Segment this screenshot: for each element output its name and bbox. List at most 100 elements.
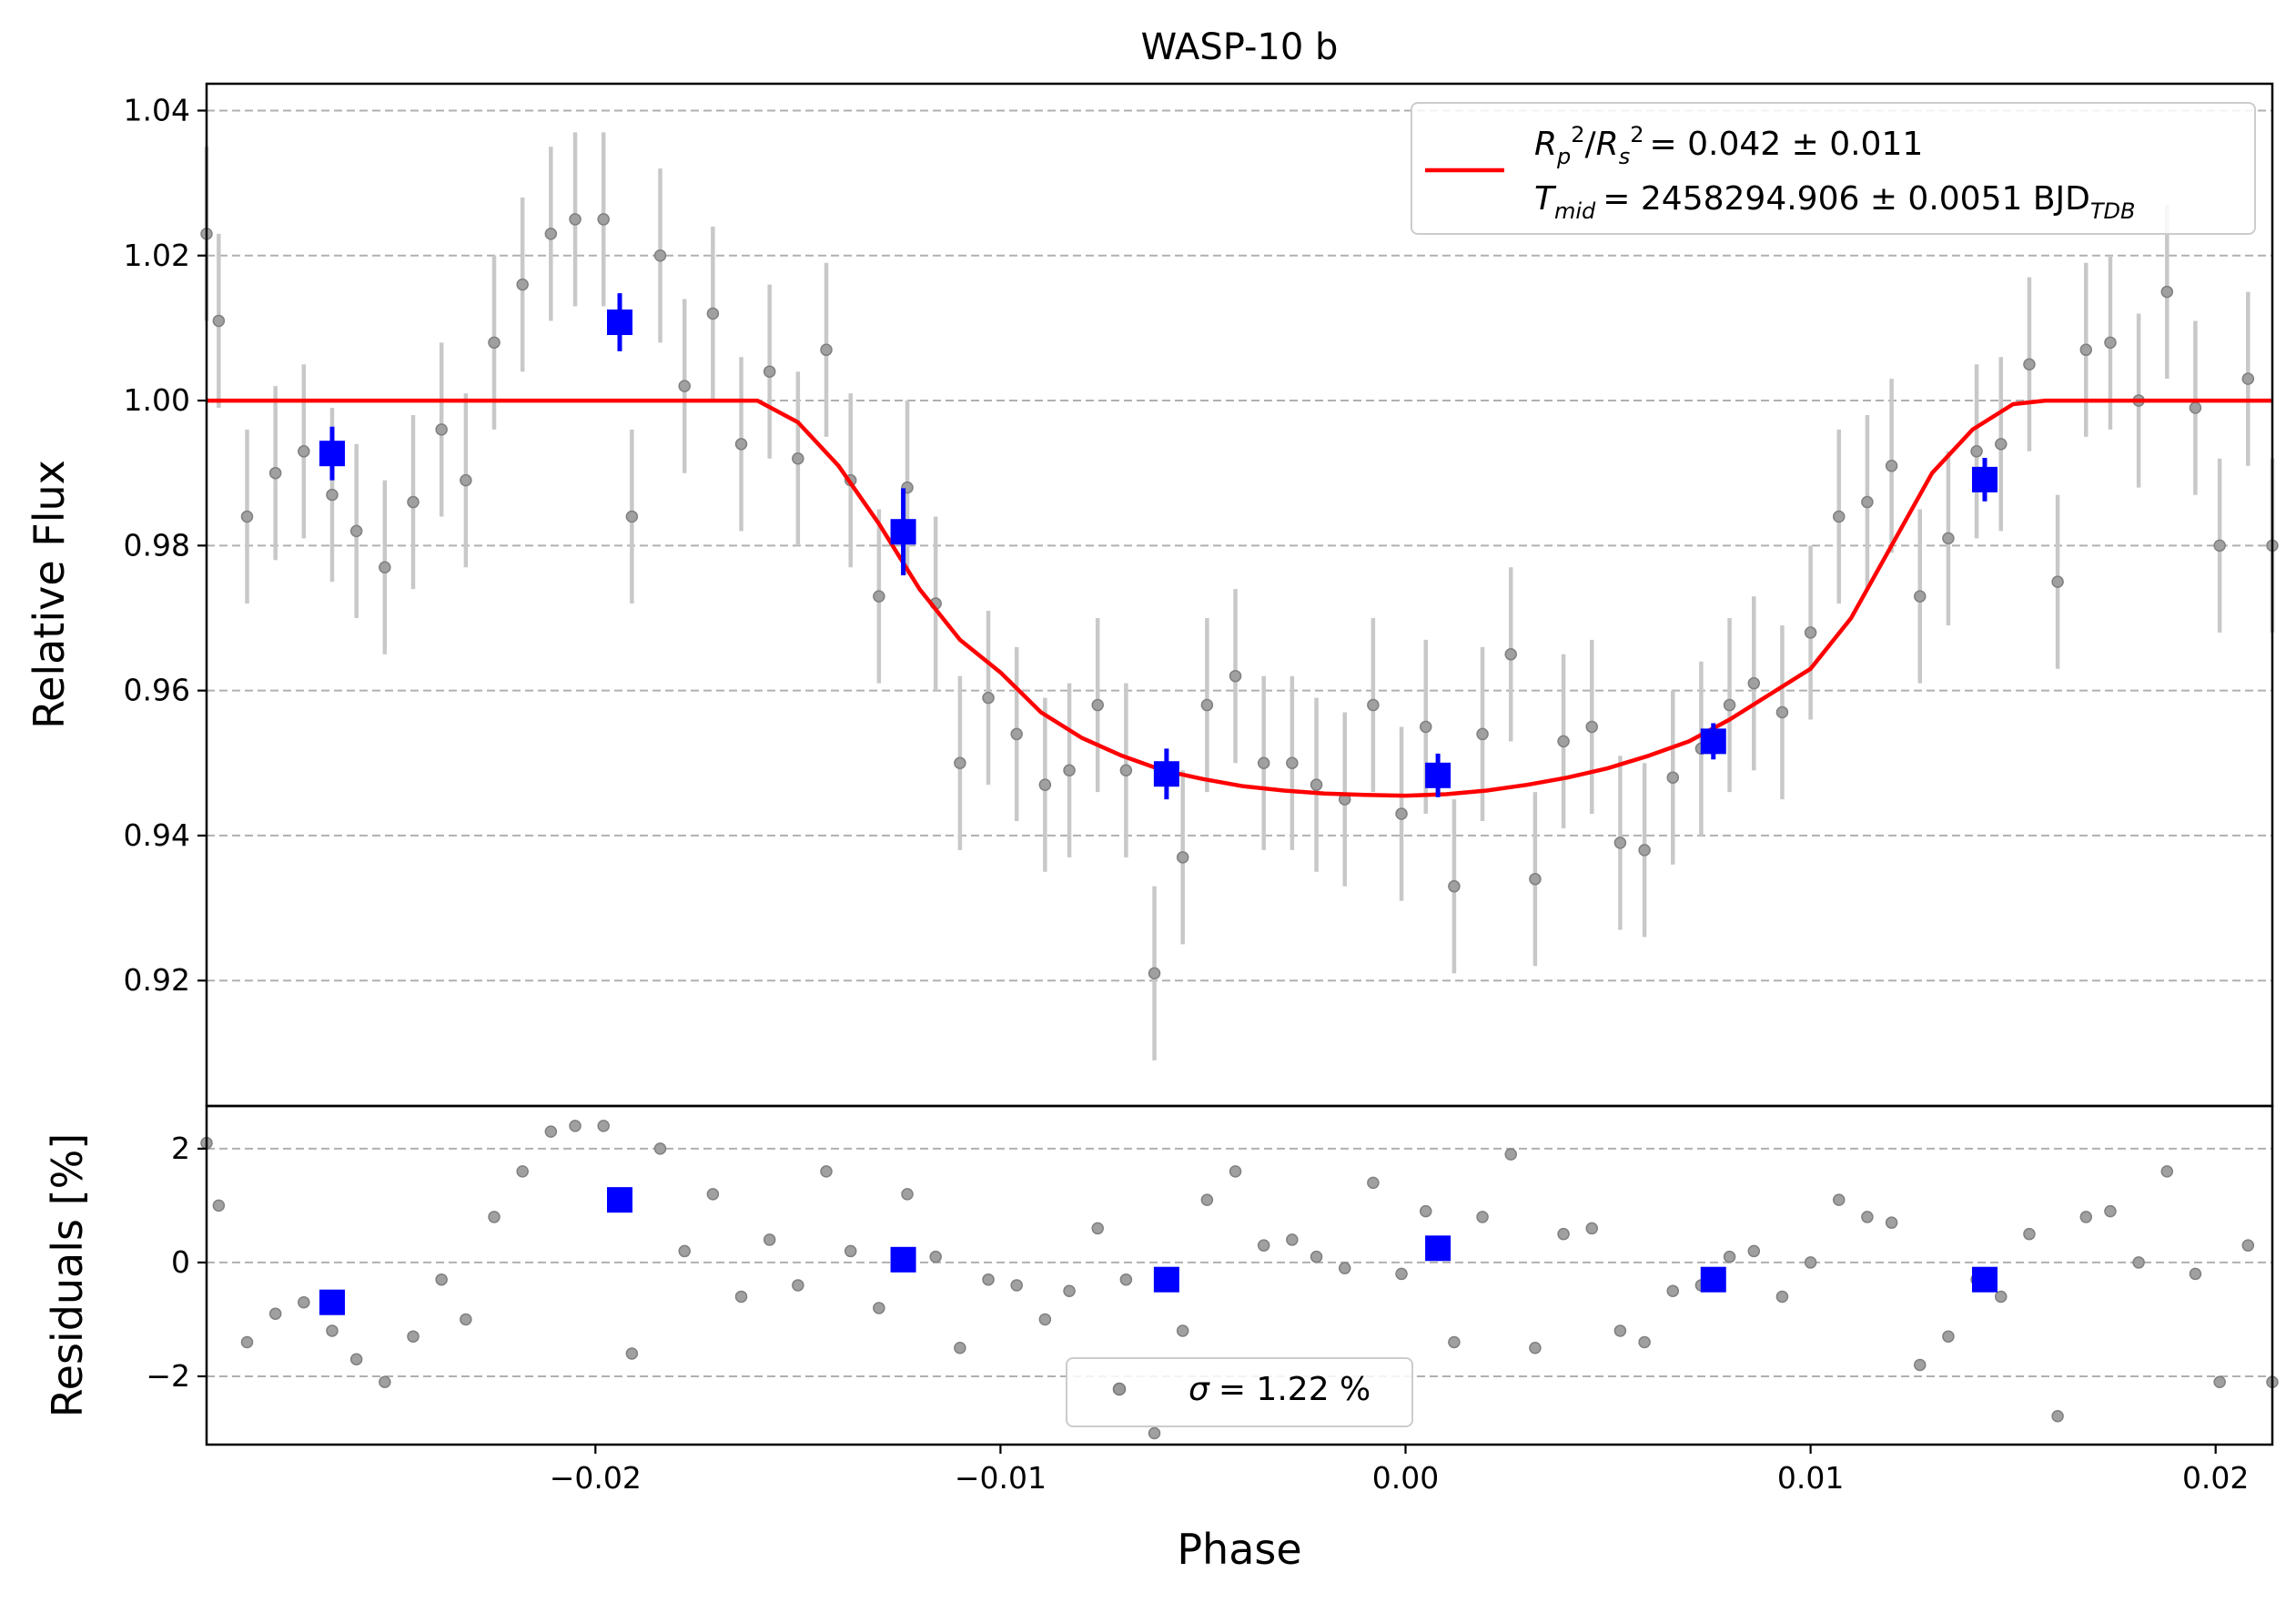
- residual-point: [1229, 1165, 1242, 1178]
- residual-point: [763, 1233, 776, 1246]
- residual-point: [1504, 1148, 1517, 1161]
- residual-point: [929, 1250, 942, 1263]
- flux-point: [1638, 844, 1651, 857]
- flux-point: [2023, 358, 2036, 370]
- flux-point: [1395, 807, 1408, 820]
- flux-point: [1747, 676, 1761, 690]
- x-tick-label: −0.01: [955, 1460, 1047, 1496]
- flux-point: [2079, 343, 2093, 357]
- residual-point: [844, 1244, 857, 1258]
- residual-points: [200, 1120, 2279, 1440]
- flux-point: [653, 249, 667, 262]
- flux-y-axis-label: Relative Flux: [25, 460, 74, 729]
- residual-point: [2079, 1211, 2093, 1223]
- residual-y-ticks: −2 0 2: [146, 1131, 207, 1394]
- flux-point: [734, 438, 748, 451]
- residual-point: [1747, 1244, 1761, 1258]
- flux-point: [1063, 764, 1076, 776]
- residual-point: [792, 1279, 804, 1292]
- flux-point: [2051, 575, 2064, 588]
- residual-point: [488, 1211, 501, 1223]
- residual-y-tick-label: −2: [146, 1358, 190, 1394]
- flux-binned-point: [890, 519, 916, 545]
- residual-point: [1995, 1290, 2008, 1304]
- residual-point: [1557, 1227, 1570, 1241]
- residual-point: [734, 1290, 748, 1304]
- flux-point: [1666, 771, 1680, 784]
- residual-point: [820, 1165, 833, 1178]
- flux-binned-point: [319, 441, 345, 467]
- residual-point: [1476, 1211, 1489, 1223]
- residual-point: [1367, 1176, 1380, 1190]
- flux-y-tick-label: 0.98: [124, 527, 190, 563]
- flux-point: [1091, 698, 1104, 712]
- flux-point: [544, 228, 558, 240]
- residual-point: [2241, 1239, 2255, 1252]
- residual-point: [379, 1375, 391, 1388]
- flux-point: [326, 488, 339, 502]
- flux-point: [1200, 698, 1214, 712]
- residual-point: [516, 1165, 529, 1178]
- residual-point: [1666, 1284, 1680, 1297]
- residual-point: [597, 1120, 610, 1132]
- residual-binned-point: [1425, 1235, 1451, 1262]
- flux-point: [1148, 967, 1161, 979]
- residual-binned-point: [319, 1289, 345, 1315]
- flux-point: [2104, 336, 2117, 350]
- flux-point: [820, 343, 833, 357]
- residual-point: [349, 1353, 363, 1365]
- flux-legend-box: [1411, 102, 2256, 235]
- residual-point: [298, 1295, 310, 1309]
- residual-point: [678, 1244, 691, 1258]
- residual-point: [1723, 1250, 1736, 1263]
- residual-point: [407, 1330, 420, 1343]
- residual-point: [873, 1302, 885, 1314]
- flux-point: [1476, 727, 1489, 741]
- residual-point: [1448, 1335, 1461, 1349]
- flux-binned-point: [1153, 761, 1179, 787]
- residual-point: [1832, 1193, 1846, 1206]
- legend-entry-depth: Rp2/Rs2 = 0.042 ± 0.011: [1534, 122, 1923, 169]
- residual-point: [1861, 1211, 1874, 1223]
- flux-point: [1942, 532, 1955, 545]
- flux-point: [1861, 495, 1874, 509]
- flux-point: [873, 590, 885, 603]
- residual-point: [982, 1273, 995, 1286]
- flux-point: [349, 524, 363, 538]
- flux-point: [1804, 626, 1817, 639]
- flux-point: [298, 445, 310, 458]
- residual-point: [1010, 1279, 1023, 1292]
- flux-point: [1310, 778, 1323, 791]
- legend-entry-sigma: σ = 1.22 %: [1188, 1371, 1371, 1408]
- x-axis-label: Phase: [1177, 1525, 1301, 1574]
- flux-point: [379, 561, 391, 573]
- flux-binned-point: [1425, 762, 1451, 788]
- flux-point: [2160, 285, 2174, 299]
- residual-point: [2160, 1165, 2174, 1178]
- residual-point: [2104, 1204, 2117, 1218]
- flux-y-tick-label: 0.94: [124, 817, 190, 853]
- flux-point: [268, 466, 282, 480]
- flux-y-ticks: 0.92 0.94 0.96 0.98 1.00 1.02 1.04: [124, 92, 207, 998]
- residual-point: [1338, 1262, 1351, 1274]
- residual-point: [1638, 1335, 1651, 1349]
- flux-point: [1557, 735, 1570, 748]
- residual-axes-frame: [205, 1104, 2274, 1446]
- flux-point: [1585, 720, 1598, 734]
- flux-y-tick-label: 0.96: [124, 673, 190, 708]
- residual-point: [268, 1307, 282, 1320]
- flux-point: [1613, 837, 1627, 849]
- flux-binned-points: [319, 293, 1998, 800]
- residual-binned-point: [1153, 1266, 1179, 1293]
- flux-point: [460, 473, 472, 487]
- residual-point: [2132, 1256, 2145, 1269]
- flux-point: [1723, 698, 1736, 712]
- residual-point: [1310, 1250, 1323, 1263]
- residual-point: [2051, 1409, 2064, 1423]
- residual-x-ticks: −0.02 −0.01 0.00 0.01 0.02: [550, 1445, 2249, 1496]
- residual-point: [2189, 1267, 2202, 1281]
- x-tick-label: 0.01: [1777, 1460, 1844, 1496]
- residual-point: [1885, 1216, 1898, 1229]
- residual-legend: σ = 1.22 %: [1066, 1357, 1413, 1427]
- flux-point: [1286, 756, 1299, 770]
